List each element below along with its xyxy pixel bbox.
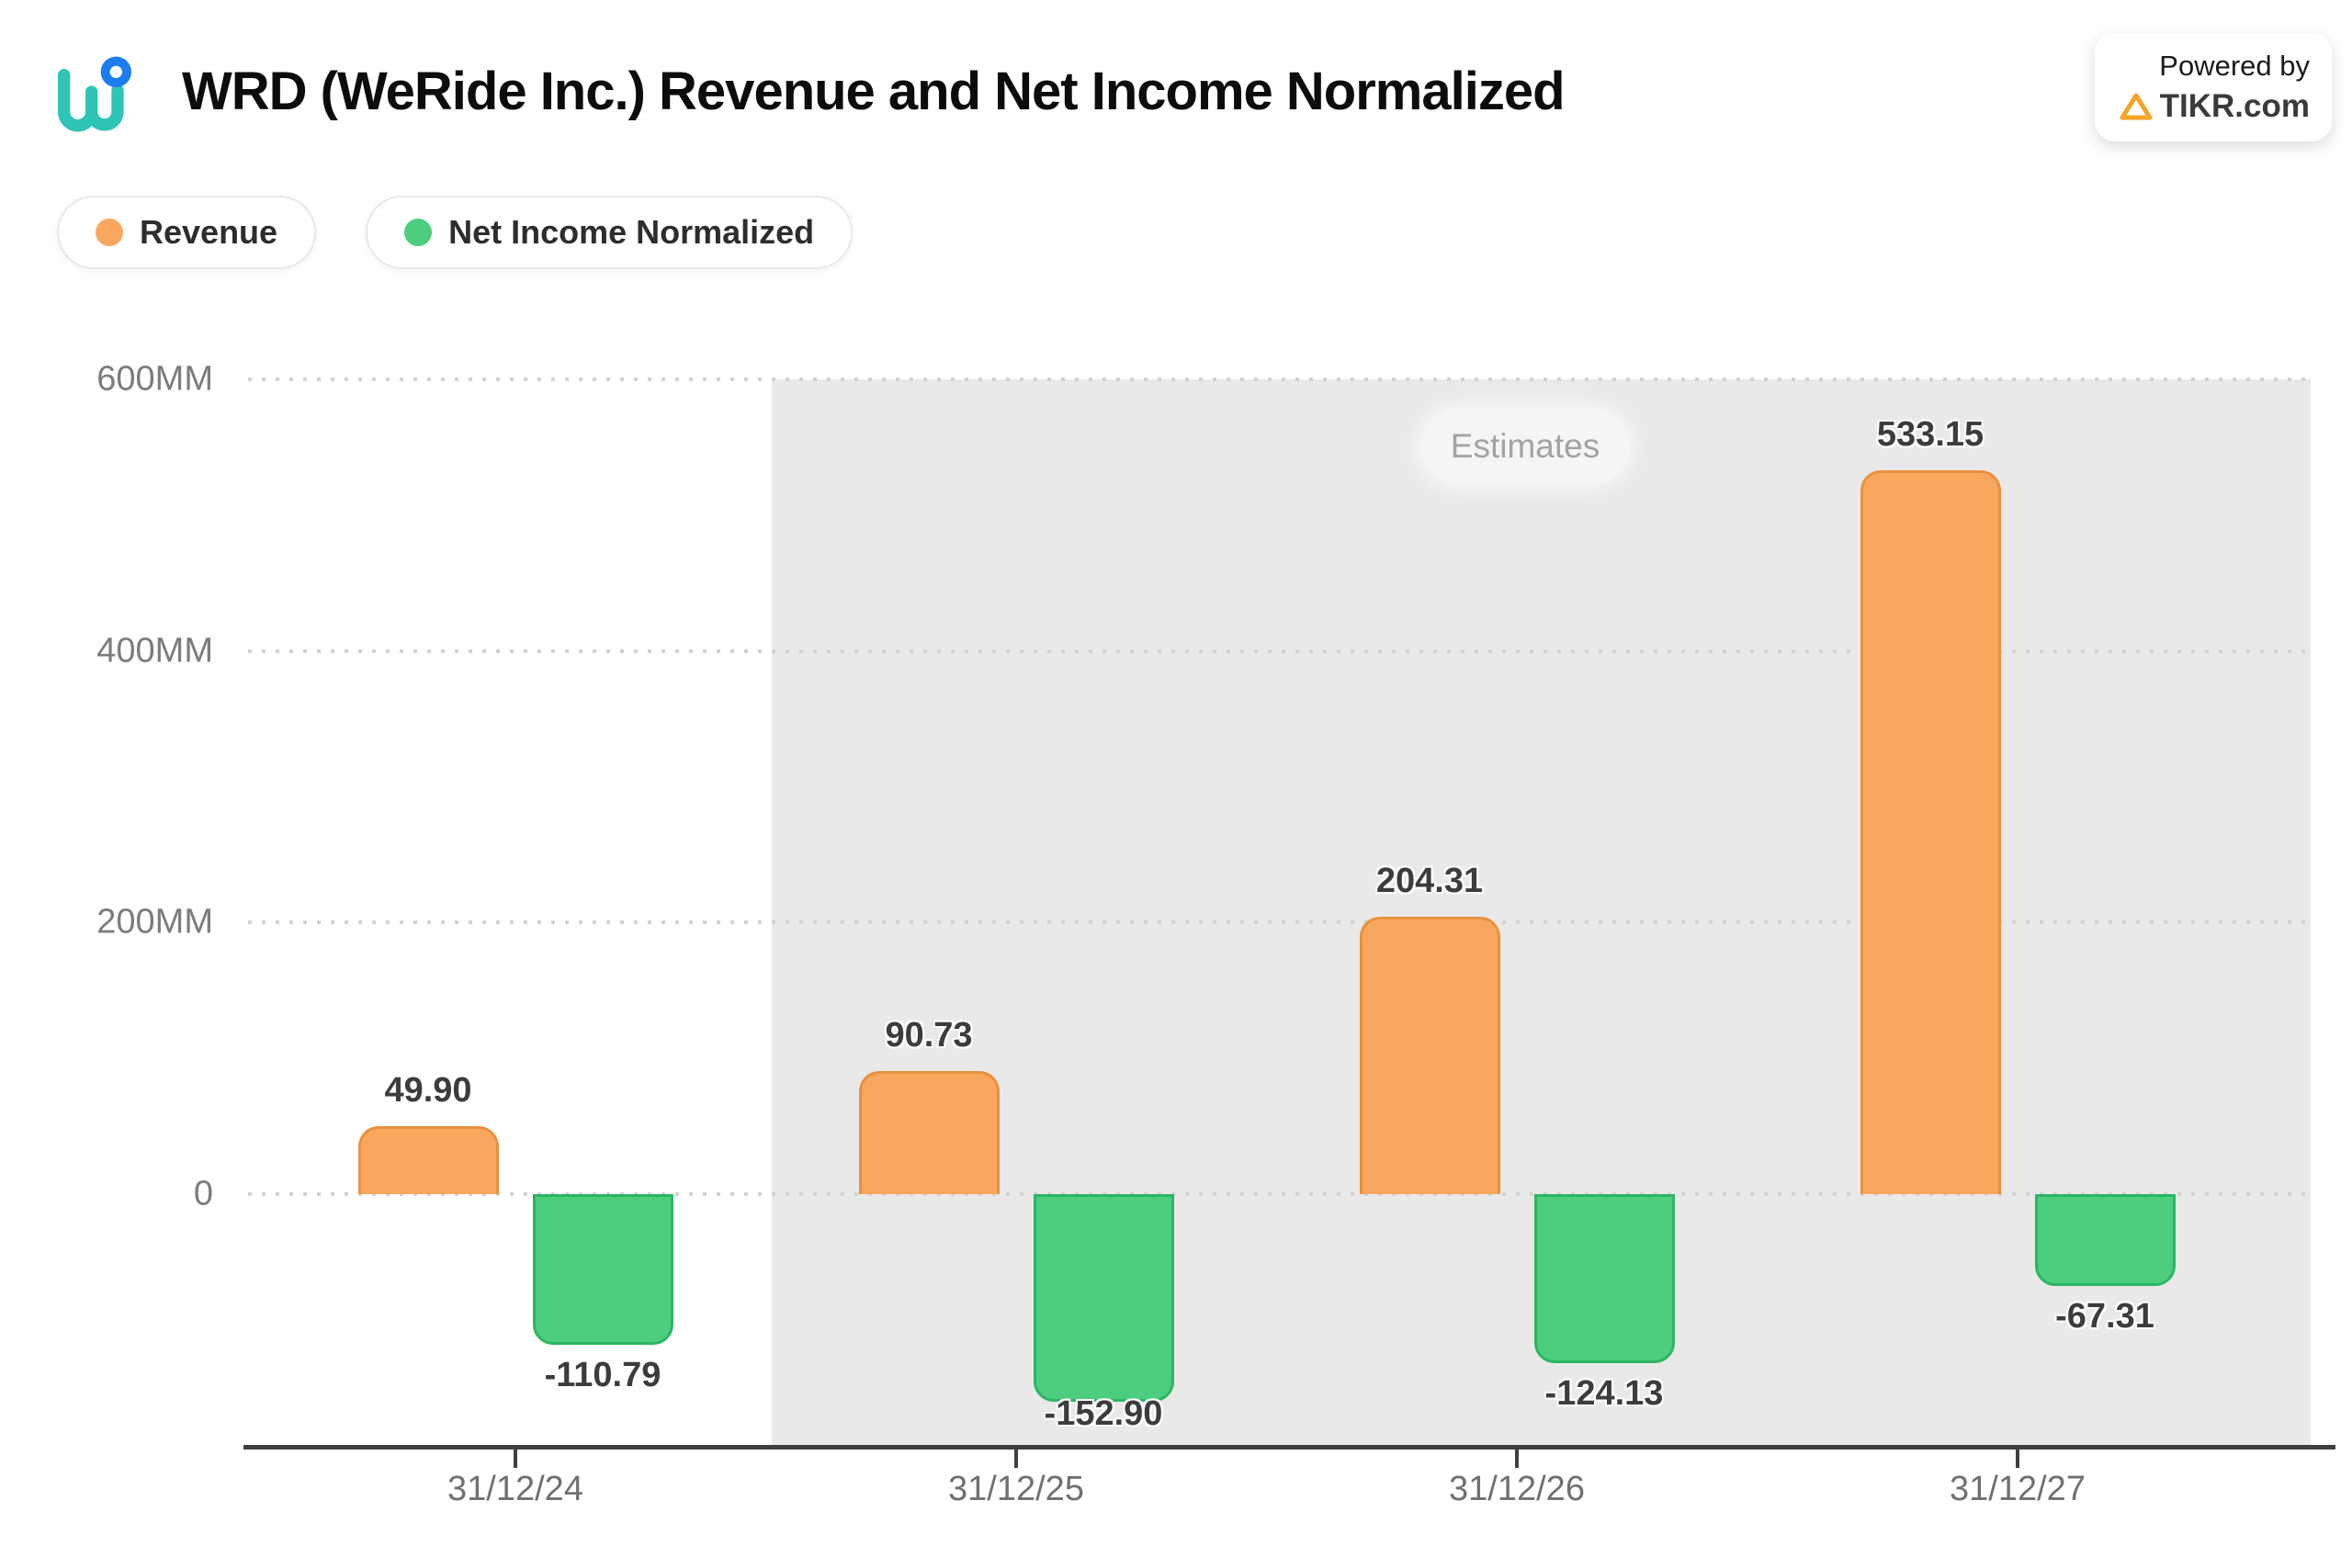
chart-title: WRD (WeRide Inc.) Revenue and Net Income… — [182, 62, 1566, 121]
bar-revenue-31/12/25[interactable] — [858, 1071, 1000, 1194]
x-axis-tick — [1515, 1450, 1519, 1468]
value-label: -110.79 — [544, 1356, 662, 1394]
x-axis-tick — [514, 1450, 517, 1468]
value-label: 90.73 — [885, 1016, 973, 1055]
value-label: -67.31 — [2055, 1297, 2154, 1336]
legend: Revenue Net Income Normalized — [57, 196, 854, 269]
gridline-200MM — [248, 920, 2311, 924]
bar-net-income-31/12/26[interactable] — [1533, 1194, 1675, 1363]
x-axis-label-31/12/24: 31/12/24 — [447, 1470, 583, 1508]
powered-by-text: Powered by — [2159, 50, 2310, 82]
value-label: 204.31 — [1375, 862, 1484, 900]
x-axis-label-31/12/26: 31/12/26 — [1449, 1470, 1585, 1508]
bar-net-income-31/12/27[interactable] — [2034, 1194, 2176, 1286]
bar-revenue-31/12/26[interactable] — [1359, 917, 1500, 1194]
bar-net-income-31/12/24[interactable] — [532, 1194, 673, 1345]
x-axis-tick — [1014, 1450, 1018, 1468]
value-label: -124.13 — [1544, 1374, 1664, 1413]
y-axis-tick-label: 400MM — [96, 631, 213, 671]
bar-net-income-31/12/25[interactable] — [1033, 1194, 1174, 1402]
gridline-0 — [248, 1192, 2311, 1196]
x-axis-label-31/12/27: 31/12/27 — [1950, 1470, 2086, 1508]
weride-dot-inner — [109, 65, 122, 78]
legend-item-net-income[interactable]: Net Income Normalized — [366, 196, 854, 269]
y-axis-tick-label: 200MM — [96, 902, 213, 942]
tikr-link-text: TIKR.com — [2159, 88, 2310, 124]
value-label: -152.90 — [1044, 1394, 1163, 1433]
weride-w-shape — [58, 69, 124, 132]
revenue-color-dot — [96, 219, 123, 246]
value-label: 49.90 — [384, 1071, 472, 1110]
bar-revenue-31/12/24[interactable] — [357, 1126, 499, 1194]
legend-label: Net Income Normalized — [448, 213, 815, 251]
x-axis-tick — [2016, 1450, 2019, 1468]
value-label: 533.15 — [1876, 415, 1984, 454]
powered-by-badge[interactable]: Powered by TIKR.com — [2095, 33, 2332, 141]
tikr-triangle-icon — [2120, 93, 2153, 120]
legend-label: Revenue — [140, 213, 278, 251]
gridline-400MM — [248, 649, 2311, 653]
y-axis-tick-label: 600MM — [96, 359, 213, 399]
x-axis-line — [243, 1445, 2335, 1450]
gridline-600MM — [248, 378, 2311, 381]
x-axis-label-31/12/25: 31/12/25 — [948, 1470, 1084, 1508]
y-axis-tick-label: 0 — [193, 1174, 213, 1213]
net-income-color-dot — [404, 219, 433, 246]
estimates-badge: Estimates — [1420, 408, 1630, 485]
weride-logo — [58, 56, 131, 132]
bar-revenue-31/12/27[interactable] — [1860, 470, 2001, 1194]
legend-item-revenue[interactable]: Revenue — [57, 196, 317, 269]
